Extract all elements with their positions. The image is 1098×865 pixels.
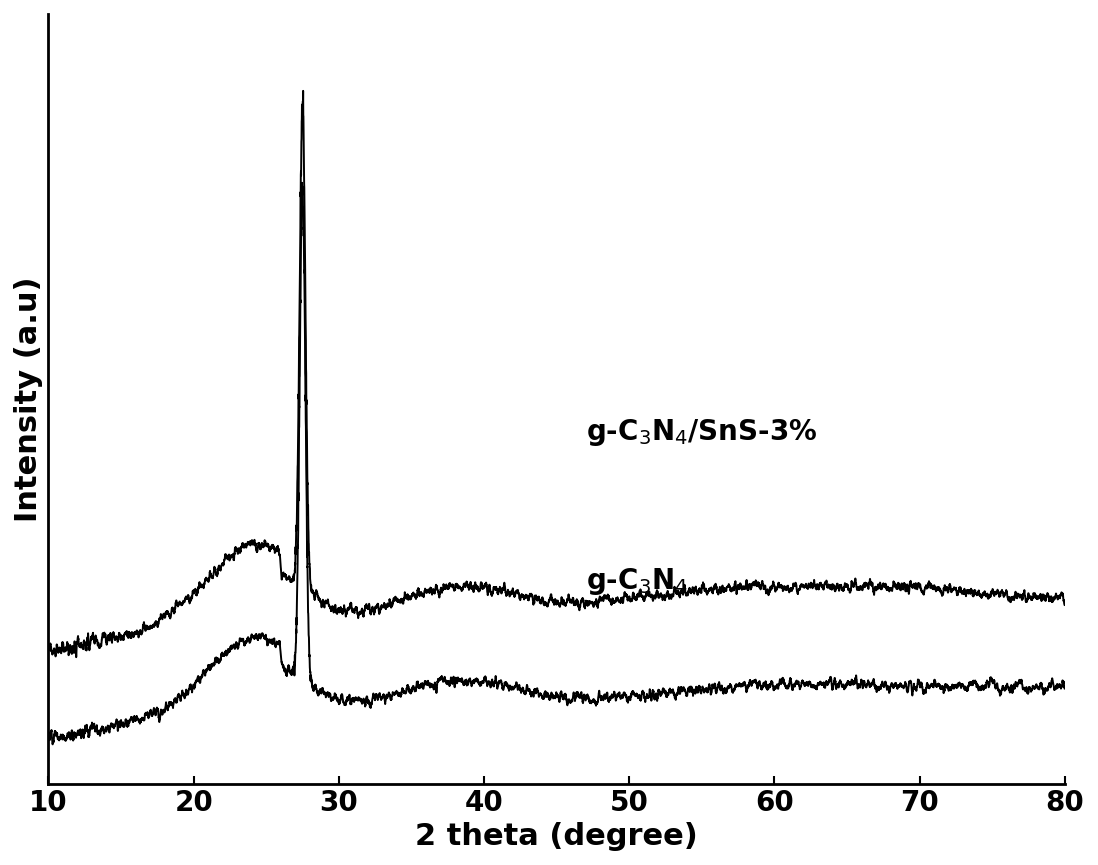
Text: g-C$_3$N$_4$/SnS-3%: g-C$_3$N$_4$/SnS-3%	[585, 417, 817, 448]
Text: g-C$_3$N$_4$: g-C$_3$N$_4$	[585, 566, 687, 597]
Y-axis label: Intensity (a.u): Intensity (a.u)	[14, 276, 43, 522]
X-axis label: 2 theta (degree): 2 theta (degree)	[415, 822, 698, 851]
